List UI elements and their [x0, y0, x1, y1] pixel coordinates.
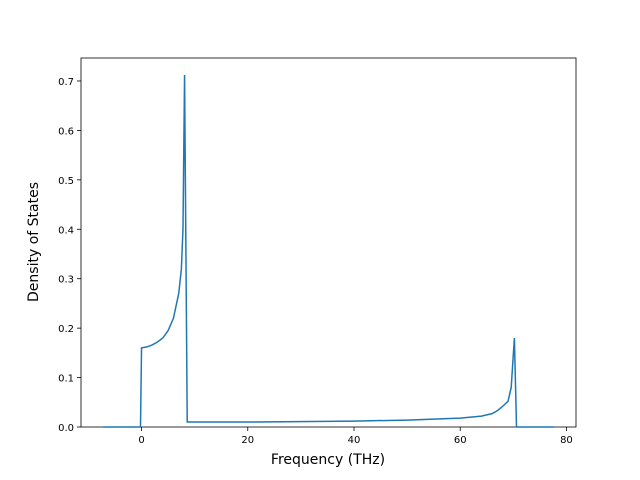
x-tick-label: 20 — [241, 435, 254, 446]
y-tick-label: 0.0 — [58, 423, 74, 434]
x-axis-label: Frequency (THz) — [271, 452, 385, 468]
plot-frame — [80, 57, 577, 428]
y-tick-label: 0.7 — [58, 77, 74, 88]
y-tick-label: 0.6 — [58, 126, 74, 137]
line-series — [103, 75, 554, 428]
x-tick-label: 40 — [348, 435, 361, 446]
x-tick-label: 60 — [454, 435, 467, 446]
y-tick-label: 0.3 — [58, 275, 74, 286]
y-tick-label: 0.5 — [58, 176, 74, 187]
y-tick-label: 0.4 — [58, 225, 74, 236]
x-tick-label: 0 — [138, 435, 144, 446]
y-tick-label: 0.1 — [58, 374, 74, 385]
y-tick-label: 0.2 — [58, 324, 74, 335]
x-tick-label: 80 — [560, 435, 573, 446]
y-axis-label: Density of States — [26, 182, 42, 302]
